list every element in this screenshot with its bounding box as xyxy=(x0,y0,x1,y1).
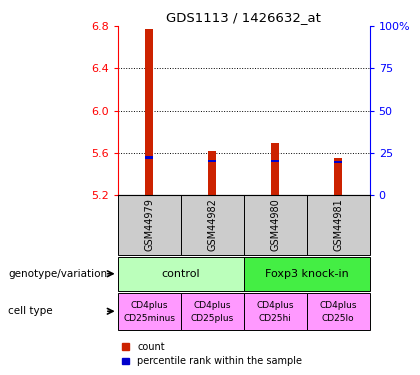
Bar xyxy=(334,158,342,195)
FancyBboxPatch shape xyxy=(307,195,370,255)
Bar xyxy=(145,156,153,159)
Text: CD25minus: CD25minus xyxy=(123,314,175,323)
Text: cell type: cell type xyxy=(8,306,53,316)
FancyBboxPatch shape xyxy=(307,292,370,330)
Title: GDS1113 / 1426632_at: GDS1113 / 1426632_at xyxy=(166,11,321,24)
Bar xyxy=(208,160,216,162)
Text: GSM44979: GSM44979 xyxy=(144,199,154,251)
Bar xyxy=(271,143,279,195)
Text: CD4plus: CD4plus xyxy=(193,301,231,310)
Legend: count, percentile rank within the sample: count, percentile rank within the sample xyxy=(123,342,302,366)
FancyBboxPatch shape xyxy=(118,257,244,291)
Text: CD25hi: CD25hi xyxy=(259,314,291,323)
Text: CD4plus: CD4plus xyxy=(130,301,168,310)
FancyBboxPatch shape xyxy=(118,292,181,330)
Bar xyxy=(145,29,153,195)
Text: genotype/variation: genotype/variation xyxy=(8,269,108,279)
Text: Foxp3 knock-in: Foxp3 knock-in xyxy=(265,269,349,279)
FancyBboxPatch shape xyxy=(244,195,307,255)
FancyBboxPatch shape xyxy=(244,257,370,291)
Text: CD25lo: CD25lo xyxy=(322,314,354,323)
Text: CD25plus: CD25plus xyxy=(191,314,234,323)
FancyBboxPatch shape xyxy=(244,292,307,330)
Text: GSM44981: GSM44981 xyxy=(333,199,343,251)
Text: GSM44980: GSM44980 xyxy=(270,199,280,251)
Bar xyxy=(271,160,279,162)
Bar xyxy=(334,160,342,163)
Bar xyxy=(208,151,216,195)
Text: CD4plus: CD4plus xyxy=(256,301,294,310)
Text: CD4plus: CD4plus xyxy=(319,301,357,310)
Text: control: control xyxy=(161,269,200,279)
FancyBboxPatch shape xyxy=(181,195,244,255)
FancyBboxPatch shape xyxy=(181,292,244,330)
FancyBboxPatch shape xyxy=(118,195,181,255)
Text: GSM44982: GSM44982 xyxy=(207,199,217,251)
